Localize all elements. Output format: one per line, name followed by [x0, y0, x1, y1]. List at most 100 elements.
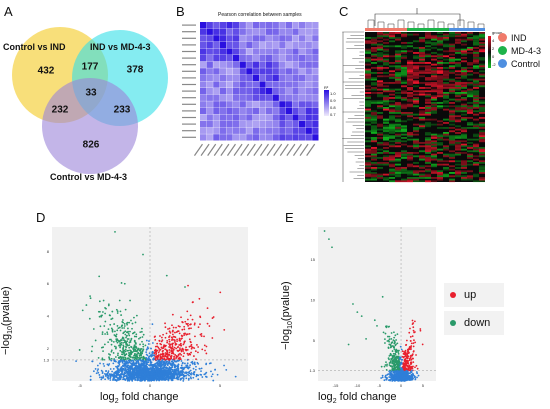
heatmap-cell: [395, 138, 401, 141]
volcano-point: [133, 346, 136, 349]
volcano-point: [173, 372, 176, 375]
volcano-point: [168, 351, 171, 354]
correlation-cell: [239, 61, 246, 68]
group-bar-cell: [383, 28, 389, 31]
correlation-cell: [233, 22, 240, 29]
heatmap-cell: [473, 87, 479, 89]
heatmap-cell: [407, 95, 413, 98]
volcano-point: [404, 351, 407, 354]
heatmap-cell: [413, 85, 419, 88]
volcano-point: [397, 352, 400, 355]
volcano-point: [122, 374, 125, 376]
correlation-cell: [305, 74, 312, 82]
volcano-point: [403, 360, 406, 362]
heatmap-cell: [419, 150, 425, 153]
volcano-point: [185, 348, 188, 351]
correlation-cell: [246, 114, 253, 121]
correlation-cell: [219, 94, 227, 101]
volcano-point: [156, 356, 159, 359]
volcano-point: [107, 304, 110, 307]
correlation-cell: [312, 68, 319, 75]
heatmap-cell: [431, 68, 437, 71]
volcano-point: [409, 327, 411, 330]
heatmap-cell: [437, 85, 443, 88]
volcano-point: [145, 370, 147, 373]
heatmap-cell: [449, 43, 455, 46]
heatmap-cell: [407, 133, 413, 136]
heatmap-cell: [419, 87, 425, 89]
heatmap-cell: [437, 68, 443, 71]
heatmap-cell: [461, 108, 467, 111]
heatmap-cell: [401, 152, 407, 154]
heatmap-cell: [371, 117, 377, 119]
volcano-point: [155, 370, 158, 373]
heatmap-cell: [401, 65, 407, 68]
heatmap-cell: [467, 102, 473, 104]
volcano-point: [112, 352, 115, 354]
correlation-cell: [259, 22, 266, 29]
heatmap-cell: [425, 140, 431, 143]
heatmap-cell: [467, 105, 473, 108]
volcano-point: [136, 359, 139, 362]
row-label-mark: [182, 70, 196, 72]
heatmap-cell: [407, 50, 413, 53]
correlation-cell: [272, 134, 279, 141]
volcano-point: [154, 358, 157, 361]
heatmap-cell: [365, 42, 371, 44]
column-dendrogram-branch: [437, 21, 445, 28]
heatmap-cell: [431, 47, 437, 49]
heatmap-cell: [425, 147, 431, 149]
heatmap-cell: [461, 172, 467, 174]
volcano-point: [178, 344, 181, 346]
heatmap-cell: [383, 147, 389, 149]
volcano-point: [164, 336, 167, 339]
heatmap-cell: [413, 65, 419, 68]
volcano-point: [123, 325, 126, 327]
correlation-cell: [279, 61, 286, 68]
heatmap-cell: [425, 180, 431, 183]
volcano-point: [133, 356, 136, 359]
volcano-point: [159, 367, 162, 370]
heatmap-cell: [365, 120, 371, 123]
heatmap-cell: [389, 35, 395, 38]
volcano-point: [203, 373, 206, 376]
heatmap-cell: [479, 180, 485, 183]
heatmap-cell: [443, 102, 449, 104]
volcano-point: [159, 348, 162, 351]
heatmap-cell: [443, 160, 449, 163]
volcano-point: [117, 340, 120, 342]
heatmap-cell: [467, 112, 473, 114]
heatmap-cell: [431, 123, 437, 126]
heatmap-cell: [371, 150, 377, 153]
volcano-point: [166, 376, 169, 379]
volcano-point: [181, 362, 184, 365]
heatmap-cell: [371, 55, 377, 58]
heatmap-cell: [401, 167, 407, 169]
heatmap-cell: [395, 102, 401, 104]
heatmap-cell: [389, 172, 395, 174]
heatmap-cell: [473, 143, 479, 146]
heatmap-cell: [371, 158, 377, 161]
heatmap-cell: [371, 112, 377, 114]
heatmap-cell: [437, 75, 443, 78]
heatmap-cell: [371, 40, 377, 43]
heatmap-cell: [437, 67, 443, 69]
volcano-point: [124, 366, 126, 368]
volcano-point: [164, 378, 166, 381]
heatmap-cell: [455, 152, 461, 154]
heatmap-cell: [425, 55, 431, 58]
heatmap-cell: [467, 177, 473, 179]
volcano-point: [383, 365, 386, 368]
heatmap-cell: [377, 83, 383, 86]
correlation-cell: [200, 101, 207, 108]
volcano-point: [109, 376, 112, 378]
correlation-cell: [206, 68, 213, 75]
heatmap-cell: [365, 75, 371, 78]
volcano-plot-e: 15 10 5 1.3 -15 -10 -5 0 5 −log10(pvalue) log2 f…: [280, 205, 440, 409]
heatmap-cell: [437, 173, 443, 176]
correlation-cell: [259, 61, 266, 68]
volcano-point: [150, 373, 153, 376]
correlation-cell: [266, 68, 273, 75]
heatmap-cell: [479, 83, 485, 86]
correlation-cell: [292, 28, 299, 35]
